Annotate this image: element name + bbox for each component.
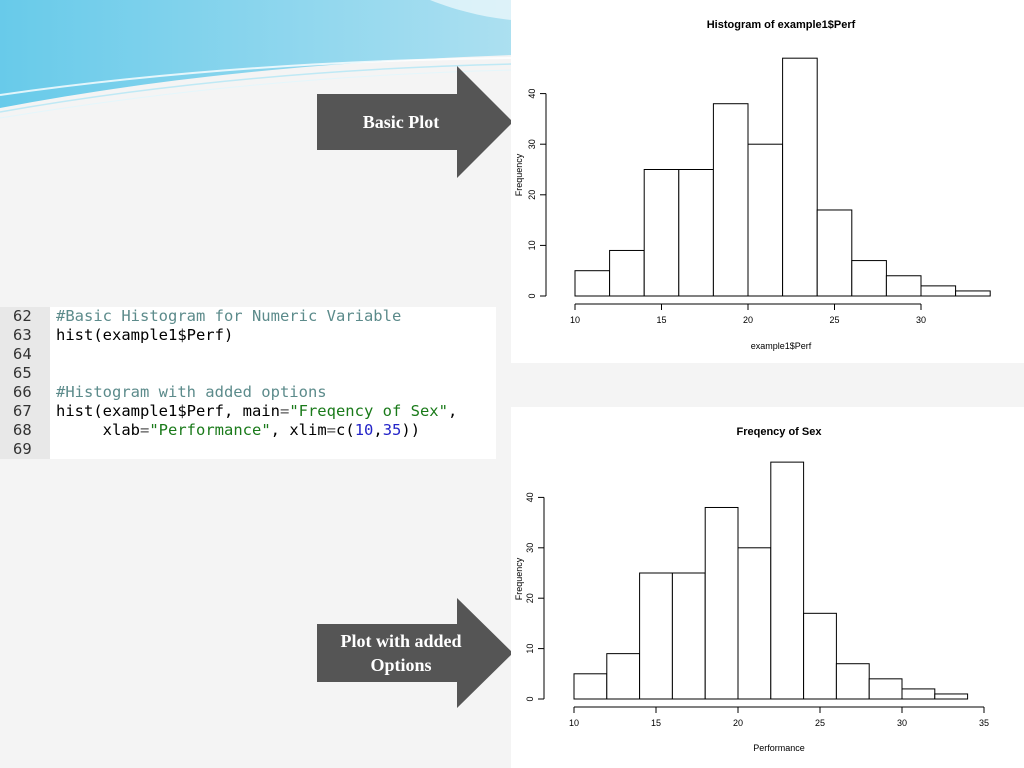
line-number: 69 [13, 440, 32, 458]
x-tick-label: 25 [815, 718, 825, 728]
histogram-basic: Histogram of example1$Perf 10 15 20 25 30 0 10 2… [511, 0, 1024, 363]
code-text: hist(example1$Perf, main="Freqency of Se… [56, 402, 457, 420]
histogram-bar [868, 678, 903, 700]
code-token: , xlim [270, 421, 327, 439]
line-number: 66 [13, 383, 32, 401]
y-tick-label: 20 [527, 190, 537, 200]
histogram-bar [770, 461, 805, 700]
basic-plot-label: Basic Plot [362, 112, 440, 132]
code-token: xlab [56, 421, 140, 439]
line-number: 68 [13, 421, 32, 439]
histogram-bar [920, 285, 957, 297]
x-tick-label: 30 [916, 315, 926, 325]
x-tick-label: 35 [979, 718, 989, 728]
histogram-bar [851, 260, 887, 297]
y-tick-label: 0 [527, 293, 537, 298]
code-token: = [326, 421, 337, 439]
code-token: 35 [382, 421, 402, 439]
line-number: 63 [13, 326, 32, 344]
line-number: 65 [13, 364, 32, 382]
line-number: 67 [13, 402, 32, 420]
y-tick-label: 30 [525, 543, 535, 553]
y-tick-label: 0 [525, 696, 535, 701]
x-axis-label: Performance [753, 743, 805, 753]
code-token: , [373, 421, 383, 439]
code-token: #Histogram with added options [56, 383, 327, 401]
code-text: #Basic Histogram for Numeric Variable [56, 307, 401, 325]
code-text: #Histogram with added options [56, 383, 327, 401]
code-token: )) [401, 421, 421, 439]
histogram-bar [574, 270, 611, 297]
histogram-bar [678, 169, 714, 297]
x-tick-label: 10 [569, 718, 579, 728]
code-token: hist(example1$Perf, main [56, 402, 280, 420]
line-number: 62 [13, 307, 32, 325]
options-label-line-1: Plot with added [340, 631, 462, 651]
options-plot-arrow: Plot with added Options [317, 598, 513, 708]
code-token: "Performance" [149, 421, 271, 439]
histogram-bar [609, 249, 645, 297]
histogram-options-canvas: Freqency of Sex 10 15 20 25 30 35 0 10 20 30 40 Perf… [514, 426, 989, 753]
histogram-basic-canvas: Histogram of example1$Perf 10 15 20 25 30 0 10 2… [514, 19, 991, 351]
line-number: 64 [13, 345, 32, 363]
code-text: xlab="Performance", xlim=c(10,35)) [56, 421, 420, 439]
chart-title: Freqency of Sex [737, 426, 823, 438]
y-tick-label: 30 [527, 139, 537, 149]
y-tick-label: 10 [525, 644, 535, 654]
code-token: c( [336, 421, 355, 439]
histogram-bar [816, 209, 853, 297]
line-number-gutter [0, 307, 50, 459]
histogram-bar [747, 143, 784, 297]
histogram-bar [885, 275, 922, 297]
x-tick-label: 15 [651, 718, 661, 728]
x-axis-label: example1$Perf [751, 341, 812, 351]
histogram-bar [573, 673, 608, 700]
code-token: "Freqency of Sex" [289, 402, 448, 420]
y-tick-label: 10 [527, 240, 537, 250]
y-tick-label: 40 [527, 89, 537, 99]
y-axis-label: Frequency [514, 153, 524, 196]
x-tick-label: 10 [570, 315, 580, 325]
histogram-bar [934, 693, 969, 700]
code-token: hist(example1$Perf) [56, 326, 234, 344]
code-token: #Basic Histogram for Numeric Variable [56, 307, 402, 325]
y-tick-label: 20 [525, 593, 535, 603]
slide-decoration [0, 0, 512, 119]
code-token: = [140, 421, 150, 439]
histogram-options: Freqency of Sex 10 15 20 25 30 35 0 10 20 30 40 Perf… [511, 407, 1024, 768]
histogram-bar [955, 290, 991, 297]
options-label-line-2: Options [370, 655, 432, 675]
code-editor-snippet: 62 #Basic Histogram for Numeric Variable 6… [0, 307, 496, 459]
options-plot-label: Plot with added Options [317, 629, 485, 677]
histogram-bar [671, 572, 706, 700]
code-token: 10 [354, 421, 374, 439]
basic-plot-arrow: Basic Plot [317, 66, 513, 178]
y-axis-label: Frequency [514, 557, 524, 600]
code-token: = [279, 402, 290, 420]
histogram-bar [606, 653, 641, 700]
code-token: , [447, 402, 458, 420]
x-tick-label: 30 [897, 718, 907, 728]
x-tick-label: 15 [656, 315, 666, 325]
histogram-bar [639, 572, 673, 700]
code-text: hist(example1$Perf) [56, 326, 233, 344]
chart-title: Histogram of example1$Perf [707, 19, 856, 31]
histogram-bar [782, 57, 818, 297]
x-tick-label: 25 [829, 315, 839, 325]
x-tick-label: 20 [733, 718, 743, 728]
histogram-bar [643, 169, 680, 297]
histogram-bar [835, 663, 870, 700]
histogram-bar [712, 103, 749, 297]
y-tick-label: 40 [525, 492, 535, 502]
histogram-bar [704, 506, 739, 700]
x-tick-label: 20 [743, 315, 753, 325]
histogram-bar [901, 688, 936, 700]
histogram-bar [737, 547, 772, 700]
histogram-bar [803, 612, 837, 700]
